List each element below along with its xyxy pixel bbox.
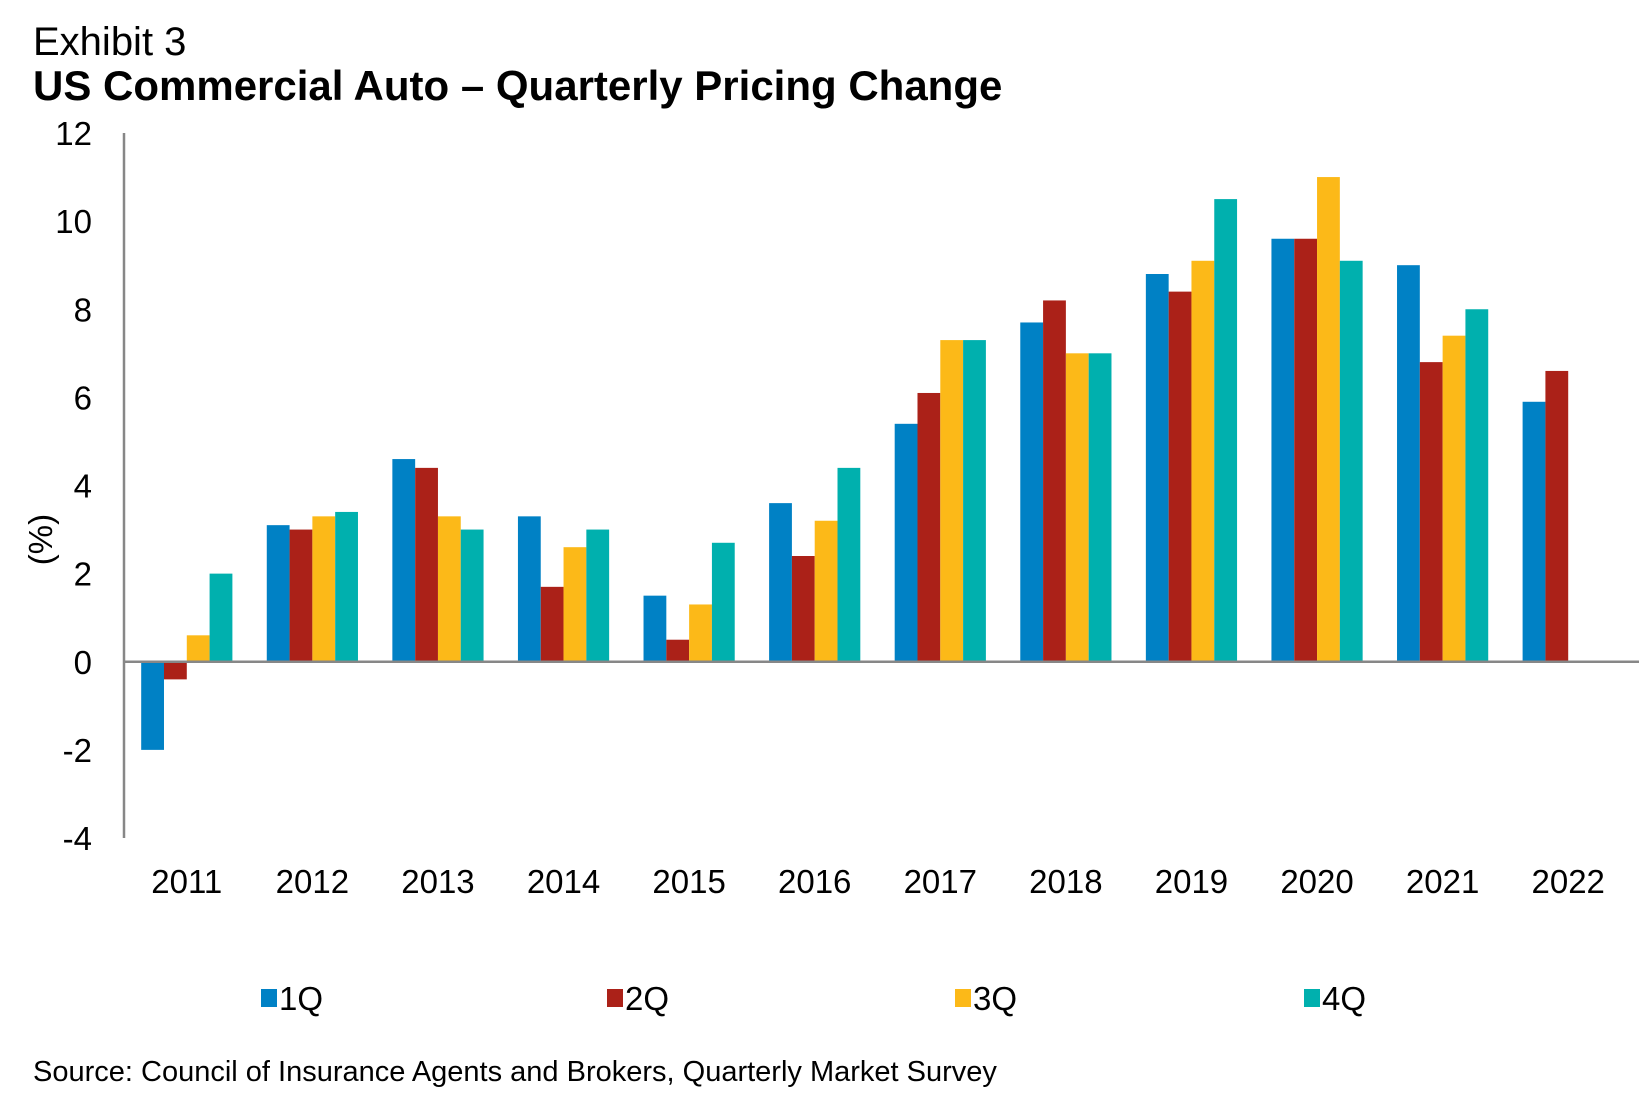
x-tick-label: 2017 <box>904 863 977 900</box>
bar-3q-2020 <box>1317 177 1340 662</box>
bar-3q-2015 <box>689 604 712 662</box>
chart-title: US Commercial Auto – Quarterly Pricing C… <box>33 62 1003 109</box>
bar-2q-2022 <box>1545 370 1569 662</box>
y-tick-label: 12 <box>55 115 92 152</box>
y-tick-label: 10 <box>55 203 92 240</box>
y-tick-label: 4 <box>74 468 92 505</box>
bar-2q-2013 <box>415 467 438 662</box>
x-tick-label: 2019 <box>1155 863 1228 900</box>
bar-2q-2011 <box>163 661 187 680</box>
bar-2q-2020 <box>1294 238 1318 662</box>
y-tick-label: -4 <box>63 820 92 857</box>
bar-3q-2019 <box>1191 260 1215 662</box>
source-note: Source: Council of Insurance Agents and … <box>33 1056 997 1088</box>
bar-3q-2012 <box>312 516 336 662</box>
bar-1q-2019 <box>1145 274 1169 662</box>
bar-3q-2014 <box>563 547 587 662</box>
x-tick-label: 2021 <box>1406 863 1479 900</box>
x-tick-label: 2022 <box>1531 863 1604 900</box>
bar-1q-2012 <box>266 525 290 662</box>
y-tick-label: -2 <box>63 732 92 769</box>
legend-label-3q: 3Q <box>973 980 1017 1017</box>
bar-3q-2021 <box>1442 335 1466 662</box>
bar-4q-2013 <box>460 529 484 662</box>
bar-1q-2011 <box>141 661 164 750</box>
bar-1q-2017 <box>894 423 918 662</box>
y-tick-label: 8 <box>74 291 92 328</box>
bar-4q-2021 <box>1465 309 1489 662</box>
bar-1q-2016 <box>769 503 792 662</box>
y-tick-label: 6 <box>74 379 92 416</box>
bar-3q-2016 <box>814 520 838 662</box>
x-tick-label: 2016 <box>778 863 851 900</box>
legend-swatch-2q <box>607 989 623 1007</box>
bar-4q-2020 <box>1339 260 1363 662</box>
bar-1q-2021 <box>1397 265 1420 662</box>
x-tick-label: 2013 <box>401 863 474 900</box>
x-tick-label: 2012 <box>276 863 349 900</box>
bar-1q-2022 <box>1522 401 1546 662</box>
bar-1q-2020 <box>1271 238 1295 662</box>
exhibit-label: Exhibit 3 <box>33 20 187 64</box>
x-tick-label: 2014 <box>527 863 600 900</box>
bar-2q-2021 <box>1419 362 1443 662</box>
legend-label-2q: 2Q <box>625 980 669 1017</box>
bar-3q-2018 <box>1065 353 1089 662</box>
bar-3q-2017 <box>940 340 964 662</box>
bar-2q-2017 <box>917 392 941 662</box>
x-tick-label: 2011 <box>151 863 222 900</box>
y-tick-label: 2 <box>74 556 92 593</box>
y-axis-label: (%) <box>22 514 59 565</box>
bar-2q-2019 <box>1168 291 1192 662</box>
bar-4q-2014 <box>586 529 610 662</box>
bar-1q-2018 <box>1020 322 1044 662</box>
bar-4q-2011 <box>209 573 233 662</box>
bar-2q-2015 <box>666 639 690 662</box>
bar-1q-2013 <box>392 459 416 662</box>
x-tick-label: 2020 <box>1280 863 1353 900</box>
bar-3q-2011 <box>186 635 210 662</box>
y-tick-label: 0 <box>74 644 92 681</box>
bar-1q-2015 <box>643 595 667 662</box>
legend-label-1q: 1Q <box>279 980 323 1017</box>
bar-2q-2012 <box>289 529 313 662</box>
bar-4q-2018 <box>1088 353 1112 662</box>
legend-swatch-1q <box>261 989 277 1007</box>
bar-4q-2016 <box>837 467 861 662</box>
bar-2q-2016 <box>791 556 815 662</box>
bar-3q-2013 <box>437 516 461 662</box>
bar-4q-2012 <box>335 511 358 662</box>
bar-4q-2015 <box>711 542 735 662</box>
legend-label-4q: 4Q <box>1322 980 1366 1017</box>
bar-2q-2014 <box>540 586 564 662</box>
bar-4q-2019 <box>1214 199 1238 662</box>
bar-1q-2014 <box>517 516 541 662</box>
bar-2q-2018 <box>1043 300 1066 662</box>
legend-swatch-4q <box>1304 989 1320 1007</box>
x-tick-label: 2018 <box>1029 863 1102 900</box>
x-tick-label: 2015 <box>652 863 725 900</box>
legend-swatch-3q <box>955 989 971 1007</box>
bar-4q-2017 <box>963 340 986 662</box>
